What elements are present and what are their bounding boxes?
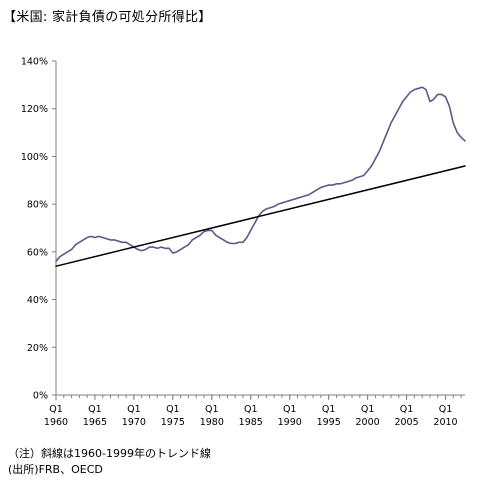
x-tick-label: 1970 — [122, 417, 146, 428]
x-tick-quarter: Q1 — [361, 404, 375, 415]
x-tick-label: 2010 — [433, 417, 457, 428]
x-tick-quarter: Q1 — [127, 404, 141, 415]
series-line-trend — [55, 165, 466, 267]
x-tick-label: 1985 — [239, 417, 263, 428]
y-tick-label: 140% — [21, 57, 48, 68]
chart-title: 【米国: 家計負債の可処分所得比】 — [3, 10, 212, 25]
x-tick-quarter: Q1 — [283, 404, 297, 415]
x-tick-quarter: Q1 — [49, 404, 63, 415]
x-tick-quarter: Q1 — [400, 404, 414, 415]
x-tick-label: 1960 — [44, 417, 68, 428]
x-tick-label: 1990 — [278, 417, 302, 428]
y-tick-label: 0% — [33, 391, 48, 402]
y-tick-label: 120% — [21, 104, 48, 115]
x-tick-label: 2005 — [394, 417, 418, 428]
x-tick-label: 1975 — [161, 417, 185, 428]
x-tick-quarter: Q1 — [205, 404, 219, 415]
x-tick-label: 1980 — [200, 417, 224, 428]
x-tick-quarter: Q1 — [439, 404, 453, 415]
note-source: (出所)FRB、OECD — [8, 463, 103, 476]
x-tick-quarter: Q1 — [322, 404, 336, 415]
x-tick-label: 1965 — [83, 417, 107, 428]
x-tick-label: 1995 — [317, 417, 341, 428]
y-tick-label: 20% — [27, 343, 48, 354]
series-layer — [55, 86, 466, 267]
line-chart: 0%20%40%60%80%100%120%140% Q11960Q11965Q… — [21, 57, 466, 428]
series-line-debt-ratio — [55, 86, 466, 263]
chart-notes: （注）斜線は1960-1999年のトレンド線 (出所)FRB、OECD — [8, 446, 211, 478]
chart-area: 0% 20% 40% 60% 80% 100% 120% 140% Q1 1960 Q1 1965 Q… — [0, 40, 500, 440]
y-tick-label: 40% — [27, 295, 48, 306]
x-tick-label: 2000 — [356, 417, 380, 428]
note-trend: （注）斜線は1960-1999年のトレンド線 — [8, 447, 211, 460]
y-tick-label: 80% — [27, 200, 48, 211]
x-axis: Q1 1960 Q1 1965 Q1 1970 Q1 1975 Q1 1980 Q1 1985 Q1 19… — [44, 394, 465, 428]
y-tick-label: 100% — [21, 152, 48, 163]
y-axis: 0% 20% 40% 60% 80% 100% 120% 140% — [21, 57, 57, 402]
x-tick-quarter: Q1 — [88, 404, 102, 415]
y-tick-label: 60% — [27, 247, 48, 258]
x-tick-quarter: Q1 — [244, 404, 258, 415]
x-tick-quarter: Q1 — [166, 404, 180, 415]
